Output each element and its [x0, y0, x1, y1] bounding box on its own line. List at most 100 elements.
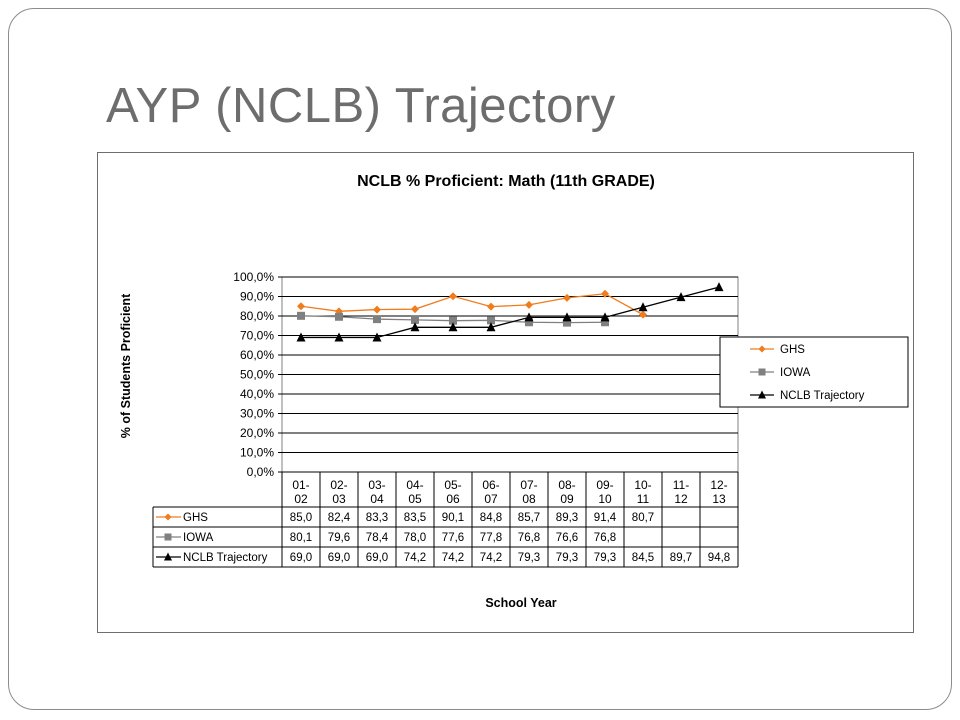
table-cell-iowa: 76,8 — [518, 532, 540, 544]
table-cell-nclb-trajectory: 79,3 — [556, 552, 578, 564]
table-cell-ghs: 84,8 — [480, 512, 502, 524]
x-tick-label: 10 — [598, 492, 612, 506]
data-point-nclb-trajectory — [600, 312, 610, 322]
x-tick-label: 09- — [596, 478, 613, 492]
data-point-iowa — [487, 316, 495, 325]
table-cell-ghs: 83,3 — [366, 512, 388, 524]
x-tick-label: 03 — [332, 492, 346, 506]
table-cell-ghs: 85,7 — [518, 512, 540, 524]
y-tick-label: 10,0% — [240, 446, 274, 460]
y-tick-label: 100,0% — [233, 270, 274, 284]
table-cell-ghs: 89,3 — [556, 512, 578, 524]
table-cell-iowa: 77,6 — [442, 532, 464, 544]
table-cell-iowa: 76,6 — [556, 532, 578, 544]
x-tick-label: 07- — [520, 478, 537, 492]
x-tick-label: 04- — [406, 478, 423, 492]
x-tick-label: 12 — [674, 492, 688, 506]
x-tick-label: 12- — [710, 478, 727, 492]
table-cell-ghs: 90,1 — [442, 512, 464, 524]
x-tick-label: 07 — [484, 492, 498, 506]
data-point-iowa — [563, 318, 571, 327]
data-point-ghs — [449, 292, 457, 301]
x-tick-label: 08- — [558, 478, 575, 492]
x-tick-label: 05 — [408, 492, 422, 506]
table-cell-nclb-trajectory: 69,0 — [290, 552, 312, 564]
x-tick-label: 05- — [444, 478, 461, 492]
table-cell-nclb-trajectory: 94,8 — [708, 552, 730, 564]
table-cell-iowa: 78,4 — [366, 532, 389, 544]
data-point-nclb-trajectory — [676, 292, 686, 302]
table-cell-nclb-trajectory: 69,0 — [366, 552, 388, 564]
x-tick-label: 11- — [673, 478, 689, 492]
data-point-iowa — [297, 311, 305, 320]
data-point-iowa — [373, 315, 381, 324]
data-point-nclb-trajectory — [372, 332, 382, 342]
data-point-nclb-trajectory — [638, 302, 648, 312]
table-cell-nclb-trajectory: 74,2 — [442, 552, 464, 564]
legend-label-ghs: GHS — [780, 344, 805, 356]
table-legend-marker-nclb-trajectory — [164, 552, 172, 561]
table-cell-ghs: 91,4 — [594, 512, 617, 524]
table-cell-ghs: 83,5 — [404, 512, 426, 524]
data-point-nclb-trajectory — [410, 322, 420, 332]
x-tick-label: 02 — [294, 492, 308, 506]
table-cell-ghs: 80,7 — [632, 512, 654, 524]
data-point-iowa — [411, 315, 419, 324]
line-chart: NCLB % Proficient: Math (11th GRADE) % of… — [119, 173, 909, 610]
data-point-ghs — [487, 302, 495, 311]
chart-container: NCLB % Proficient: Math (11th GRADE) % of… — [97, 152, 914, 633]
legend-marker-ghs — [758, 345, 766, 353]
data-point-nclb-trajectory — [296, 332, 306, 342]
data-point-nclb-trajectory — [334, 332, 344, 342]
chart-title: NCLB % Proficient: Math (11th GRADE) — [357, 173, 655, 190]
x-tick-label: 06- — [482, 478, 499, 492]
x-axis-label: School Year — [485, 596, 556, 610]
x-tick-label: 04 — [370, 492, 384, 506]
data-point-nclb-trajectory — [562, 312, 572, 322]
y-tick-label: 20,0% — [240, 426, 274, 440]
y-tick-label: 50,0% — [240, 368, 274, 382]
data-point-ghs — [525, 300, 533, 309]
table-cell-iowa: 77,8 — [480, 532, 502, 544]
table-cell-iowa: 76,8 — [594, 532, 616, 544]
table-cell-nclb-trajectory: 79,3 — [594, 552, 616, 564]
table-legend-marker-iowa — [164, 533, 172, 541]
y-tick-label: 90,0% — [240, 290, 274, 304]
data-point-nclb-trajectory — [486, 322, 496, 332]
table-cell-iowa: 79,6 — [328, 532, 350, 544]
data-point-nclb-trajectory — [524, 312, 534, 322]
legend-marker-iowa — [758, 368, 766, 376]
x-tick-label: 09 — [560, 492, 574, 506]
table-cell-nclb-trajectory: 79,3 — [518, 552, 540, 564]
x-tick-label: 01- — [292, 478, 309, 492]
data-point-nclb-trajectory — [448, 322, 458, 332]
x-tick-label: 13 — [712, 492, 726, 506]
data-point-iowa — [449, 316, 457, 325]
table-cell-ghs: 82,4 — [328, 512, 351, 524]
table-series-name-nclb-trajectory: NCLB Trajectory — [183, 552, 268, 564]
table-cell-nclb-trajectory: 89,7 — [670, 552, 692, 564]
series-line-ghs — [300, 293, 644, 316]
x-tick-label: 03- — [368, 478, 385, 492]
data-point-ghs — [297, 302, 305, 311]
y-tick-label: 0,0% — [247, 465, 275, 479]
table-cell-nclb-trajectory: 74,2 — [480, 552, 502, 564]
y-tick-label: 60,0% — [240, 348, 274, 362]
series-line-nclb-trajectory — [301, 286, 720, 339]
data-point-ghs — [411, 305, 419, 314]
table-cell-ghs: 85,0 — [290, 512, 312, 524]
legend-label-nclb-trajectory: NCLB Trajectory — [780, 390, 865, 402]
x-tick-label: 02- — [330, 478, 347, 492]
y-tick-label: 40,0% — [240, 387, 274, 401]
data-point-iowa — [525, 318, 533, 327]
table-cell-nclb-trajectory: 74,2 — [404, 552, 426, 564]
data-point-iowa — [601, 318, 609, 327]
data-point-iowa — [335, 312, 343, 321]
y-tick-label: 70,0% — [240, 329, 274, 343]
table-cell-iowa: 80,1 — [290, 532, 312, 544]
legend-label-iowa: IOWA — [780, 367, 811, 379]
data-point-ghs — [601, 289, 609, 298]
x-tick-label: 06 — [446, 492, 460, 506]
table-series-name-iowa: IOWA — [183, 532, 214, 544]
y-tick-label: 80,0% — [240, 309, 274, 323]
